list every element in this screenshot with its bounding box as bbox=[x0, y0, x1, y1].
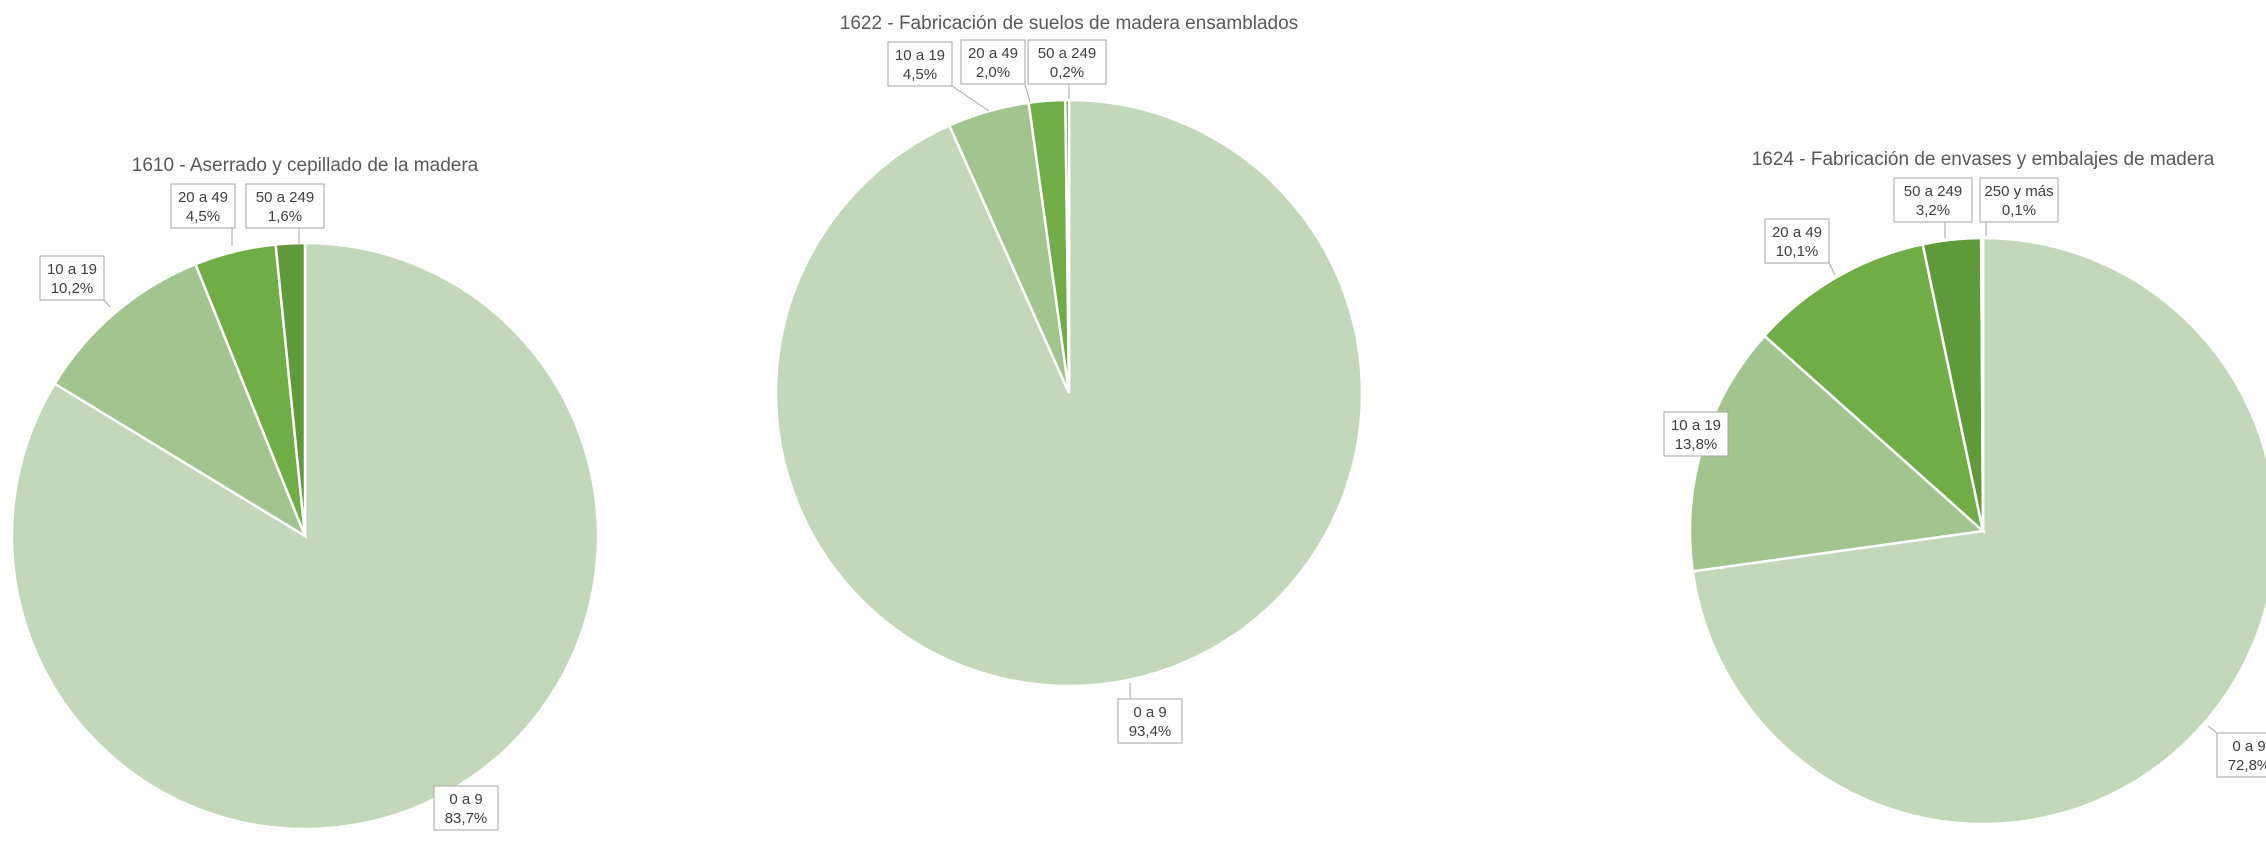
data-label-category: 10 a 19 bbox=[47, 261, 97, 278]
data-label: 10 a 19 13,8% bbox=[1663, 411, 1729, 457]
data-label-box bbox=[1764, 218, 1830, 264]
data-label-box bbox=[1117, 698, 1183, 744]
pie-chart-1624: 1624 - Fabricación de envases y embalaje… bbox=[1663, 149, 2266, 826]
data-label-box bbox=[170, 183, 236, 229]
data-label: 20 a 49 10,1% bbox=[1764, 218, 1836, 276]
leader-line bbox=[2207, 725, 2218, 734]
data-label: 10 a 19 10,2% bbox=[39, 255, 111, 308]
data-label-percent: 2,0% bbox=[976, 64, 1010, 81]
data-label-box bbox=[1979, 177, 2059, 223]
data-label-category: 0 a 9 bbox=[449, 791, 482, 808]
pie-slices bbox=[1688, 236, 2266, 826]
pie-chart-1622: 1622 - Fabricación de suelos de madera e… bbox=[774, 13, 1364, 744]
leader-line bbox=[1024, 83, 1031, 103]
data-label-category: 50 a 249 bbox=[1038, 45, 1096, 62]
data-label-percent: 13,8% bbox=[1675, 436, 1718, 453]
pie-slice-20-a-49 bbox=[1762, 242, 1986, 535]
chart-title: 1610 - Aserrado y cepillado de la madera bbox=[132, 155, 479, 176]
pie-slice-50-a-249 bbox=[274, 241, 307, 537]
data-label-category: 0 a 9 bbox=[1133, 704, 1166, 721]
data-label-box bbox=[1893, 177, 1973, 223]
data-label: 50 a 249 1,6% bbox=[245, 183, 325, 244]
data-label-category: 50 a 249 bbox=[1904, 183, 1962, 200]
data-label-category: 20 a 49 bbox=[178, 189, 228, 206]
data-label-percent: 10,2% bbox=[51, 280, 94, 297]
data-label-category: 10 a 19 bbox=[895, 47, 945, 64]
data-label: 50 a 249 3,2% bbox=[1893, 177, 1973, 238]
data-label: 20 a 49 4,5% bbox=[170, 183, 236, 246]
pie-slice-250-y-ms bbox=[1979, 236, 1985, 532]
leader-line bbox=[1828, 262, 1836, 276]
data-label-box bbox=[433, 785, 499, 831]
data-label-percent: 4,5% bbox=[903, 66, 937, 83]
data-label-percent: 1,6% bbox=[268, 208, 302, 225]
pie-slice-0-a-9 bbox=[1691, 236, 2266, 826]
data-label-percent: 4,5% bbox=[186, 208, 220, 225]
pie-slice-10-a-19 bbox=[52, 262, 308, 540]
pie-chart-1610: 1610 - Aserrado y cepillado de la madera… bbox=[10, 155, 600, 831]
data-label-percent: 72,8% bbox=[2228, 757, 2266, 774]
data-label: 10 a 19 4,5% bbox=[887, 41, 990, 112]
data-label-category: 20 a 49 bbox=[1772, 224, 1822, 241]
data-label: 20 a 49 2,0% bbox=[960, 39, 1031, 103]
data-label-percent: 0,2% bbox=[1050, 64, 1084, 81]
data-label-percent: 93,4% bbox=[1129, 723, 1172, 740]
data-label: 0 a 9 93,4% bbox=[1117, 683, 1183, 744]
data-label: 250 y más 0,1% bbox=[1979, 177, 2059, 236]
data-label-box bbox=[1027, 39, 1107, 85]
data-label: 50 a 249 0,2% bbox=[1027, 39, 1107, 99]
data-label-box bbox=[1663, 411, 1729, 457]
data-label-category: 10 a 19 bbox=[1671, 417, 1721, 434]
data-label-category: 50 a 249 bbox=[256, 189, 314, 206]
pie-slices bbox=[774, 98, 1364, 688]
data-label: 0 a 9 72,8% bbox=[2207, 725, 2266, 778]
data-label-box bbox=[960, 39, 1026, 85]
data-label-box bbox=[39, 255, 105, 301]
data-label-percent: 0,1% bbox=[2002, 202, 2036, 219]
data-label-category: 250 y más bbox=[1984, 183, 2053, 200]
leader-line bbox=[103, 299, 111, 308]
data-label-box bbox=[2216, 732, 2266, 778]
data-label: 0 a 9 83,7% bbox=[433, 785, 499, 831]
data-label-percent: 10,1% bbox=[1776, 243, 1819, 260]
data-label-box bbox=[245, 183, 325, 229]
pie-slice-50-a-249 bbox=[1064, 98, 1071, 394]
data-label-percent: 3,2% bbox=[1916, 202, 1950, 219]
data-label-percent: 83,7% bbox=[445, 810, 488, 827]
leader-line bbox=[951, 85, 990, 112]
chart-title: 1624 - Fabricación de envases y embalaje… bbox=[1752, 149, 2215, 170]
data-label-category: 20 a 49 bbox=[968, 45, 1018, 62]
chart-title: 1622 - Fabricación de suelos de madera e… bbox=[840, 13, 1298, 34]
pie-slices bbox=[10, 241, 600, 831]
data-label-category: 0 a 9 bbox=[2232, 738, 2265, 755]
data-label-box bbox=[887, 41, 953, 87]
